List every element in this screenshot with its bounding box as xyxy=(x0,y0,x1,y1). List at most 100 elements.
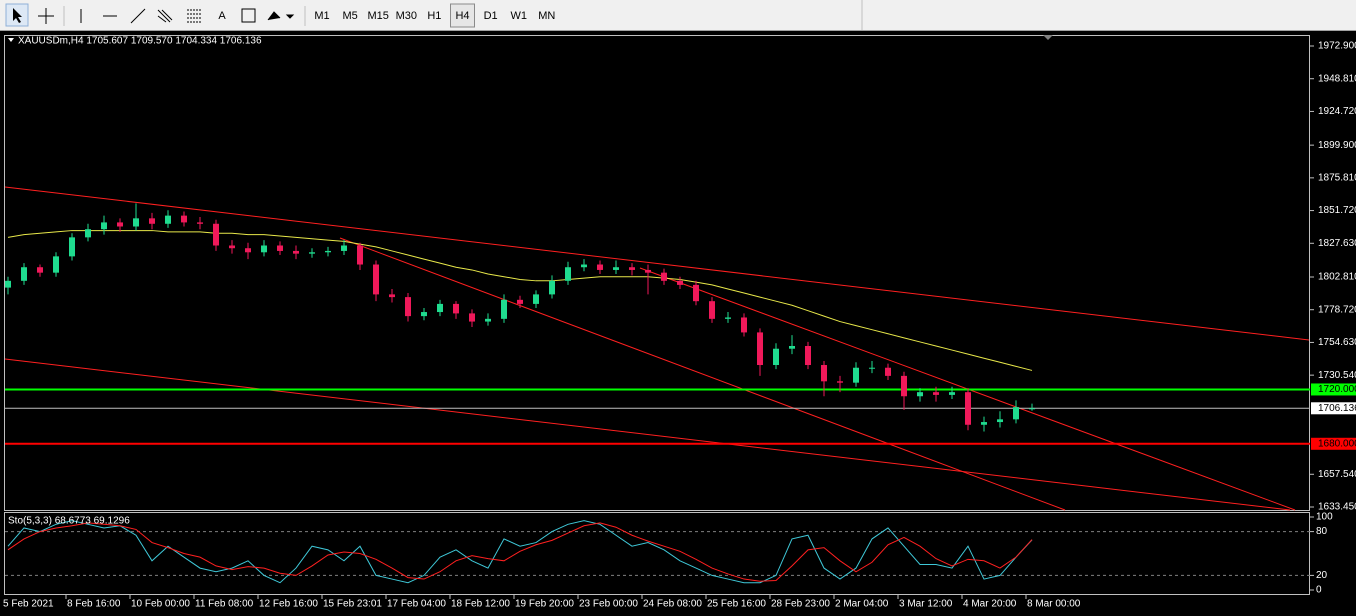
price-tag xyxy=(1311,383,1356,396)
candle-body xyxy=(821,365,827,382)
candle-body xyxy=(661,272,667,281)
candle-body xyxy=(5,280,11,288)
y-tick-label: 1778.720 xyxy=(1318,304,1356,315)
y-tick-label: 1875.810 xyxy=(1318,172,1356,183)
candle-body xyxy=(21,267,27,281)
y-tick-label: 1948.810 xyxy=(1318,73,1356,84)
candle-body xyxy=(709,301,715,319)
candle-body xyxy=(837,381,843,383)
candle-body xyxy=(677,280,683,285)
timeframe-button[interactable]: D1 xyxy=(484,10,498,22)
fibo-tool[interactable] xyxy=(187,9,201,23)
candle-body xyxy=(261,245,267,253)
candle-body xyxy=(901,375,907,397)
candle-body xyxy=(965,392,971,425)
candle-body xyxy=(357,245,363,265)
y-tick-label: 1924.720 xyxy=(1318,106,1356,117)
timeframe-button[interactable]: M15 xyxy=(367,10,388,22)
candle-body xyxy=(229,245,235,249)
candle-body xyxy=(997,419,1003,423)
candle-body xyxy=(405,297,411,317)
price-tag-label: 1720.000 xyxy=(1318,384,1356,395)
timeframes: M1 M5 M15 M30 H1 H4 D1 W1 MN xyxy=(314,3,555,28)
x-tick-label: 3 Mar 12:00 xyxy=(899,599,953,610)
candle-body xyxy=(741,317,747,333)
x-tick-label: 11 Feb 08:00 xyxy=(195,599,254,610)
candle-body xyxy=(213,223,219,246)
y-tick-label: 1730.540 xyxy=(1318,370,1356,381)
y-tick-label: 100 xyxy=(1316,512,1333,523)
toolbar-bg xyxy=(0,0,1356,31)
candle-body xyxy=(757,332,763,366)
candle-body xyxy=(133,218,139,227)
y-tick-label: 1657.540 xyxy=(1318,469,1356,480)
price-chart: 1972.900 1948.810 1924.720 1899.900 1875.810… xyxy=(3,41,1356,610)
candle-body xyxy=(293,250,299,254)
candle-body xyxy=(309,252,315,254)
candle-body xyxy=(917,392,923,397)
candle-body xyxy=(85,229,91,238)
timeframe-button[interactable]: W1 xyxy=(510,10,527,22)
text-tool[interactable]: A xyxy=(218,10,226,22)
price-tag xyxy=(1311,437,1356,450)
candle-body xyxy=(805,345,811,366)
x-tick-label: 23 Feb 00:00 xyxy=(579,599,638,610)
x-tick-label: 8 Mar 00:00 xyxy=(1027,599,1081,610)
x-tick-label: 17 Feb 04:00 xyxy=(387,599,446,610)
stoch-line xyxy=(7,522,1033,582)
timeframe-button[interactable]: H1 xyxy=(427,10,441,22)
moving-average xyxy=(7,230,1033,371)
candle-body xyxy=(629,267,635,270)
timeframe-button[interactable]: H4 xyxy=(455,10,469,22)
candle-body xyxy=(581,264,587,268)
symbol-header: XAUUSDm,H4 1705.607 1709.570 1704.334 17… xyxy=(18,36,262,47)
candle-body xyxy=(149,218,155,224)
y-tick-label: 1851.720 xyxy=(1318,205,1356,216)
trendline xyxy=(4,358,1291,511)
candle-body xyxy=(325,250,331,253)
candle-body xyxy=(645,269,651,273)
y-tick-label: 1827.630 xyxy=(1318,238,1356,249)
candle-body xyxy=(613,267,619,270)
candle-body xyxy=(773,348,779,366)
timeframe-button[interactable]: MN xyxy=(538,10,555,22)
candle-body xyxy=(421,312,427,317)
label-tool[interactable] xyxy=(241,8,256,23)
candle-body xyxy=(1013,407,1019,420)
y-tick-label: 1972.900 xyxy=(1318,41,1356,52)
price-tag-label: 1680.000 xyxy=(1318,438,1356,449)
y-tick-label: 1633.450 xyxy=(1318,502,1356,513)
x-tick-label: 25 Feb 16:00 xyxy=(707,599,766,610)
trendline xyxy=(339,237,1066,511)
toolbar: A M1 M5 M15 M30 H1 H4 D1 W1 MN xyxy=(0,0,1356,31)
crosshair-tool[interactable] xyxy=(38,8,54,24)
candle-body xyxy=(485,318,491,322)
shapes-tool[interactable] xyxy=(267,11,295,21)
x-tick-label: 24 Feb 08:00 xyxy=(643,599,702,610)
candle-body xyxy=(101,222,107,230)
candle-body xyxy=(853,367,859,383)
candle-body xyxy=(597,264,603,270)
x-tick-label: 18 Feb 12:00 xyxy=(451,599,510,610)
y-tick-label: 1754.630 xyxy=(1318,337,1356,348)
candle-body xyxy=(1029,408,1035,410)
candle-body xyxy=(53,256,59,273)
trendline-tool[interactable] xyxy=(130,8,146,24)
channel-tool[interactable] xyxy=(157,9,173,23)
candle-body xyxy=(533,294,539,304)
candle-body xyxy=(693,284,699,302)
shift-marker xyxy=(1043,35,1053,40)
candle-body xyxy=(725,317,731,319)
x-tick-label: 10 Feb 00:00 xyxy=(131,599,190,610)
candle-body xyxy=(37,267,43,273)
y-tick-label: 0 xyxy=(1316,585,1322,596)
header-arrow xyxy=(8,38,14,42)
timeframe-button[interactable]: M30 xyxy=(396,10,417,22)
candle-body xyxy=(549,280,555,295)
x-tick-label: 4 Mar 20:00 xyxy=(963,599,1017,610)
y-tick-label: 80 xyxy=(1316,526,1328,537)
candle-body xyxy=(389,294,395,298)
cursor-icon xyxy=(13,8,22,23)
timeframe-button[interactable]: M5 xyxy=(342,10,357,22)
timeframe-button[interactable]: M1 xyxy=(314,10,329,22)
